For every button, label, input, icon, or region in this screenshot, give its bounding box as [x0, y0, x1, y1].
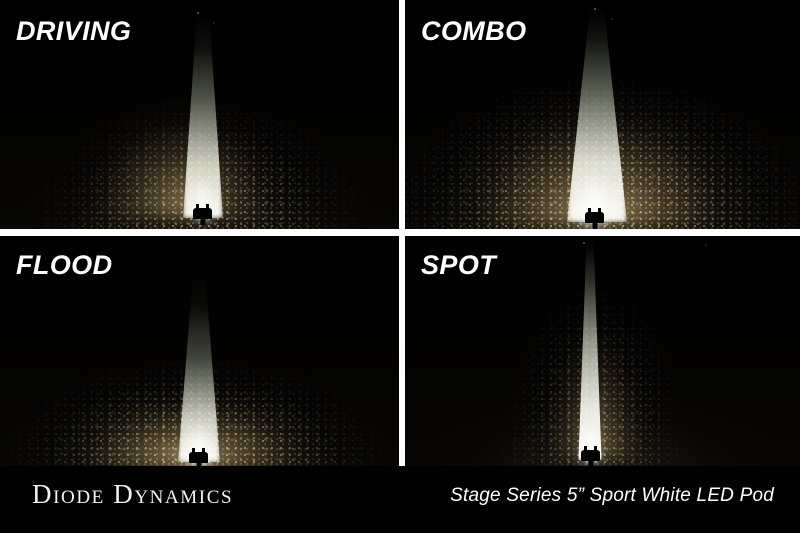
pod-mount-stem [200, 217, 205, 225]
led-pod-silhouette [193, 204, 212, 225]
pod-mount-stem [196, 461, 201, 466]
beam-comparison-grid: DRIVING COMBO FLOOD SPOT [0, 0, 800, 466]
distant-reflector [594, 8, 596, 10]
grid-divider-horizontal [0, 229, 800, 236]
led-pod-silhouette [585, 208, 604, 229]
brand-logo: Diode Dynamics [32, 479, 234, 509]
grid-divider-notch [399, 455, 405, 468]
led-pod-silhouette [581, 446, 600, 466]
panel-label-driving: DRIVING [16, 16, 132, 46]
led-pod-silhouette [189, 448, 208, 466]
panel-label-spot: SPOT [421, 250, 497, 280]
pod-mount-stem [588, 459, 593, 466]
panel-label-combo: COMBO [421, 16, 527, 46]
distant-reflector [197, 12, 199, 14]
pod-mount-stem [592, 221, 597, 229]
distant-reflector [213, 22, 215, 24]
distant-reflector [705, 244, 707, 246]
distant-reflector [611, 18, 613, 20]
product-name-label: Stage Series 5” Sport White LED Pod [450, 485, 774, 506]
distant-reflector [583, 242, 585, 244]
panel-label-flood: FLOOD [16, 250, 113, 280]
footer-bar: Diode Dynamics Stage Series 5” Sport Whi… [0, 466, 800, 533]
